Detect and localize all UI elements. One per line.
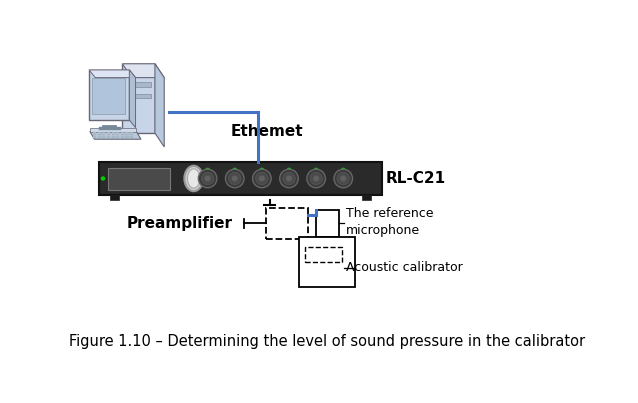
Polygon shape xyxy=(130,70,135,128)
Bar xyxy=(98,136,101,138)
Circle shape xyxy=(233,168,237,172)
Bar xyxy=(316,210,339,237)
Bar xyxy=(112,136,115,138)
Circle shape xyxy=(341,168,345,172)
Circle shape xyxy=(279,169,299,188)
Bar xyxy=(126,134,129,135)
Circle shape xyxy=(225,169,244,188)
Circle shape xyxy=(286,176,292,181)
Polygon shape xyxy=(122,64,164,78)
Bar xyxy=(107,134,110,135)
Bar xyxy=(362,195,371,200)
Circle shape xyxy=(334,169,353,188)
Polygon shape xyxy=(89,70,135,78)
Circle shape xyxy=(260,168,263,172)
Bar xyxy=(299,237,355,287)
FancyBboxPatch shape xyxy=(89,70,130,120)
Bar xyxy=(116,131,119,133)
Text: Preamplifier: Preamplifier xyxy=(126,216,232,231)
Circle shape xyxy=(287,168,291,172)
Text: Acoustic calibrator: Acoustic calibrator xyxy=(346,261,463,274)
Text: Ethemet: Ethemet xyxy=(231,124,304,139)
Bar xyxy=(116,136,119,138)
Circle shape xyxy=(310,172,322,185)
Bar xyxy=(121,131,124,133)
Bar xyxy=(92,78,124,114)
Bar xyxy=(107,131,110,133)
Circle shape xyxy=(198,169,217,188)
Bar xyxy=(130,136,133,138)
Circle shape xyxy=(253,169,271,188)
Text: RL-C21: RL-C21 xyxy=(386,171,446,186)
Text: The reference
microphone: The reference microphone xyxy=(346,207,433,237)
Circle shape xyxy=(101,177,105,180)
Bar xyxy=(126,136,129,138)
Bar xyxy=(266,208,308,239)
Bar xyxy=(102,134,105,135)
Polygon shape xyxy=(90,131,141,139)
Circle shape xyxy=(314,176,318,181)
Bar xyxy=(116,134,119,135)
Circle shape xyxy=(260,176,264,181)
Bar xyxy=(98,131,101,133)
Bar xyxy=(112,131,115,133)
Bar xyxy=(112,134,115,135)
Bar xyxy=(130,134,133,135)
Ellipse shape xyxy=(188,169,200,188)
Circle shape xyxy=(341,176,346,181)
Bar xyxy=(93,136,96,138)
FancyBboxPatch shape xyxy=(122,64,155,133)
Circle shape xyxy=(307,169,325,188)
Ellipse shape xyxy=(184,166,203,191)
Circle shape xyxy=(315,168,318,172)
Polygon shape xyxy=(90,129,137,131)
Circle shape xyxy=(232,176,237,181)
Bar xyxy=(102,136,105,138)
Circle shape xyxy=(205,176,210,181)
Circle shape xyxy=(256,172,268,185)
Bar xyxy=(107,136,110,138)
Bar xyxy=(121,134,124,135)
Polygon shape xyxy=(155,64,164,147)
Circle shape xyxy=(228,172,241,185)
Text: Figure 1.10 – Determining the level of sound pressure in the calibrator: Figure 1.10 – Determining the level of s… xyxy=(69,334,585,349)
Bar xyxy=(126,94,151,98)
Circle shape xyxy=(202,172,214,185)
Bar xyxy=(126,82,151,87)
Bar xyxy=(102,131,105,133)
Bar xyxy=(93,131,96,133)
Circle shape xyxy=(337,172,350,185)
Bar xyxy=(305,247,343,262)
Circle shape xyxy=(283,172,295,185)
Circle shape xyxy=(206,168,209,172)
Bar xyxy=(130,131,133,133)
Bar xyxy=(110,195,119,200)
Bar xyxy=(99,162,382,195)
Bar xyxy=(108,168,170,190)
Bar xyxy=(126,131,129,133)
Bar xyxy=(98,134,101,135)
Bar xyxy=(93,134,96,135)
Bar xyxy=(121,136,124,138)
